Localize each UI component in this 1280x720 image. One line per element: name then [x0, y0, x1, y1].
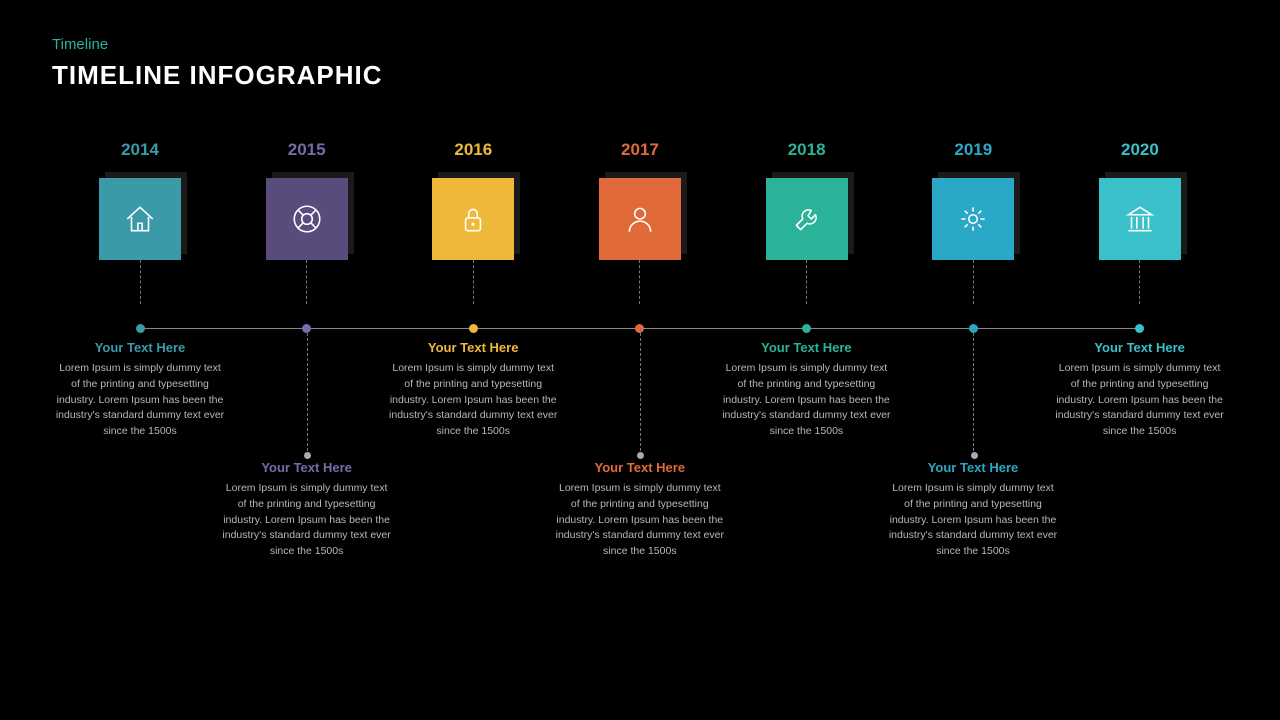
timeline-text: Your Text Here Lorem Ipsum is simply dum… [55, 340, 225, 440]
timeline-dot [469, 324, 478, 333]
timeline-item: 2015 [227, 140, 387, 304]
timeline-item: 2020 [1060, 140, 1220, 304]
connector-long [973, 328, 974, 456]
text-body: Lorem Ipsum is simply dummy text of the … [388, 361, 558, 440]
page-title: TIMELINE INFOGRAPHIC [52, 60, 383, 91]
connector [973, 260, 974, 304]
text-heading: Your Text Here [388, 340, 558, 355]
timeline-item: 2016 [393, 140, 553, 304]
timeline-text: Your Text Here Lorem Ipsum is simply dum… [888, 460, 1058, 560]
text-body: Lorem Ipsum is simply dummy text of the … [222, 481, 392, 560]
text-body: Lorem Ipsum is simply dummy text of the … [1055, 361, 1225, 440]
timeline-text: Your Text Here Lorem Ipsum is simply dum… [388, 340, 558, 440]
lock-icon [456, 202, 490, 236]
home-icon [123, 202, 157, 236]
text-body: Lorem Ipsum is simply dummy text of the … [55, 361, 225, 440]
user-icon [623, 202, 657, 236]
lifebuoy-icon [290, 202, 324, 236]
timeline-box [432, 178, 514, 260]
text-heading: Your Text Here [55, 340, 225, 355]
timeline: 2014 2015 2016 2017 [0, 140, 1280, 304]
timeline-box [99, 178, 181, 260]
timeline-item: 2018 [727, 140, 887, 304]
timeline-year: 2019 [954, 140, 992, 160]
timeline-dot [802, 324, 811, 333]
connector-end-dot [304, 452, 311, 459]
connector-long [640, 328, 641, 456]
text-heading: Your Text Here [888, 460, 1058, 475]
timeline-text: Your Text Here Lorem Ipsum is simply dum… [721, 340, 891, 440]
text-body: Lorem Ipsum is simply dummy text of the … [721, 361, 891, 440]
connector-long [307, 328, 308, 456]
connector [639, 260, 640, 304]
timeline-year: 2014 [121, 140, 159, 160]
connector [140, 260, 141, 304]
timeline-dot [136, 324, 145, 333]
bank-icon [1123, 202, 1157, 236]
text-heading: Your Text Here [721, 340, 891, 355]
text-heading: Your Text Here [222, 460, 392, 475]
timeline-item: 2017 [560, 140, 720, 304]
connector-end-dot [971, 452, 978, 459]
timeline-text: Your Text Here Lorem Ipsum is simply dum… [555, 460, 725, 560]
text-body: Lorem Ipsum is simply dummy text of the … [555, 481, 725, 560]
timeline-box [932, 178, 1014, 260]
gear-icon [956, 202, 990, 236]
connector-end-dot [637, 452, 644, 459]
connector [1139, 260, 1140, 304]
timeline-box [599, 178, 681, 260]
connector [473, 260, 474, 304]
timeline-year: 2015 [288, 140, 326, 160]
timeline-item: 2014 [60, 140, 220, 304]
connector [806, 260, 807, 304]
text-heading: Your Text Here [1055, 340, 1225, 355]
timeline-box [766, 178, 848, 260]
text-body: Lorem Ipsum is simply dummy text of the … [888, 481, 1058, 560]
timeline-year: 2016 [454, 140, 492, 160]
timeline-year: 2017 [621, 140, 659, 160]
connector [306, 260, 307, 304]
timeline-text: Your Text Here Lorem Ipsum is simply dum… [1055, 340, 1225, 440]
timeline-year: 2018 [788, 140, 826, 160]
timeline-dot [1135, 324, 1144, 333]
wrench-icon [790, 202, 824, 236]
timeline-text: Your Text Here Lorem Ipsum is simply dum… [222, 460, 392, 560]
page-subtitle: Timeline [52, 36, 108, 53]
timeline-box [266, 178, 348, 260]
text-heading: Your Text Here [555, 460, 725, 475]
timeline-year: 2020 [1121, 140, 1159, 160]
timeline-item: 2019 [893, 140, 1053, 304]
timeline-box [1099, 178, 1181, 260]
